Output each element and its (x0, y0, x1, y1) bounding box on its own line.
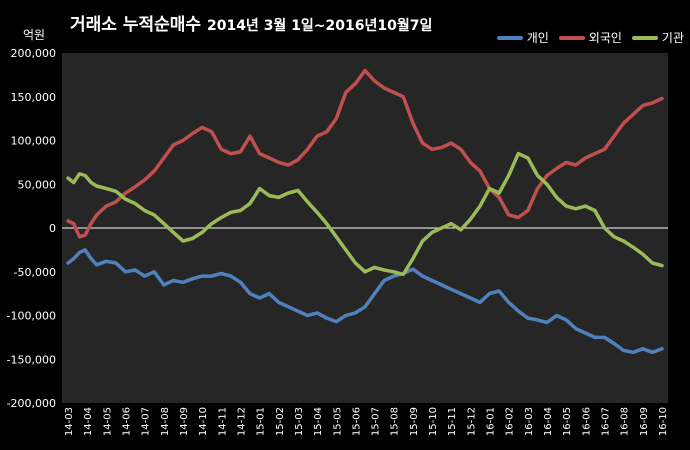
x-tick-label: 15-02 (275, 407, 286, 436)
legend-swatch-individual (496, 35, 523, 40)
series-lines (66, 68, 664, 355)
legend-label-institution: 기관 (661, 31, 684, 45)
x-tick-label: 16-03 (524, 407, 535, 436)
legend-item-foreign: 외국인 (558, 29, 622, 46)
x-tick-label: 15-08 (390, 407, 401, 436)
x-tick-label: 16-08 (620, 407, 631, 436)
y-tick-label: 150,000 (11, 91, 57, 104)
x-tick-label: 15-10 (428, 407, 439, 436)
y-tick-label: 100,000 (11, 135, 57, 148)
x-tick-label: 15-07 (371, 407, 382, 436)
x-tick-label: 15-06 (351, 407, 362, 436)
x-tick-label: 14-05 (102, 407, 113, 436)
x-tick-label: 15-04 (313, 407, 324, 436)
x-tick-label: 14-07 (141, 407, 152, 436)
y-axis-unit-label: 억원 (23, 28, 46, 42)
x-tick-label: 14-12 (236, 407, 247, 436)
x-tick-label: 16-02 (505, 407, 516, 436)
y-tick-label: 200,000 (11, 47, 57, 60)
chart-legend: 개인 외국인 기관 (496, 29, 684, 46)
y-tick-label: 0 (49, 222, 56, 235)
x-tick-label: 14-03 (64, 407, 75, 436)
chart-title-period: 2014년 3월 1일~2016년10월7일 (206, 18, 433, 34)
legend-item-individual: 개인 (496, 29, 549, 46)
x-tick-label: 15-05 (332, 407, 343, 436)
series-line-개인 (66, 248, 664, 355)
y-tick-label: 50,000 (18, 178, 57, 191)
chart-title: 거래소 누적순매수 2014년 3월 1일~2016년10월7일 (70, 10, 432, 35)
y-tick-label: -200,000 (7, 397, 56, 410)
y-tick-label: -100,000 (7, 310, 56, 323)
x-tick-label: 15-12 (466, 407, 477, 436)
chart-title-main: 거래소 누적순매수 (70, 15, 202, 35)
x-tick-label: 15-11 (447, 407, 458, 436)
legend-item-institution: 기관 (631, 29, 684, 46)
series-line-외국인 (66, 68, 664, 239)
legend-swatch-foreign (558, 35, 585, 40)
y-tick-label: -150,000 (7, 353, 56, 366)
legend-label-individual: 개인 (526, 31, 549, 45)
y-axis: 200,000 150,000 100,000 50,000 0 -50,000 -100,… (7, 47, 56, 410)
x-tick-label: 14-08 (160, 407, 171, 436)
x-tick-label: 16-10 (658, 407, 669, 436)
x-tick-label: 14-06 (121, 407, 132, 436)
legend-swatch-institution (631, 35, 658, 40)
x-tick-label: 14-11 (217, 407, 228, 436)
x-tick-label: 16-09 (639, 407, 650, 436)
x-tick-label: 16-07 (601, 407, 612, 436)
x-tick-label: 14-10 (198, 407, 209, 436)
x-tick-label: 16-01 (486, 407, 497, 436)
x-tick-label: 15-09 (409, 407, 420, 436)
x-tick-label: 15-01 (256, 407, 267, 436)
x-tick-label: 16-05 (562, 407, 573, 436)
x-tick-label: 14-04 (83, 407, 94, 436)
x-tick-label: 14-09 (179, 407, 190, 436)
x-tick-label: 15-03 (294, 407, 305, 436)
series-line-기관 (66, 151, 664, 277)
y-tick-label: -50,000 (14, 266, 56, 279)
legend-label-foreign: 외국인 (588, 31, 622, 45)
x-tick-label: 16-06 (581, 407, 592, 436)
x-axis: 14-03 14-04 14-05 14-06 14-07 14-08 14-09 14-10… (64, 407, 669, 436)
x-tick-label: 16-04 (543, 407, 554, 436)
